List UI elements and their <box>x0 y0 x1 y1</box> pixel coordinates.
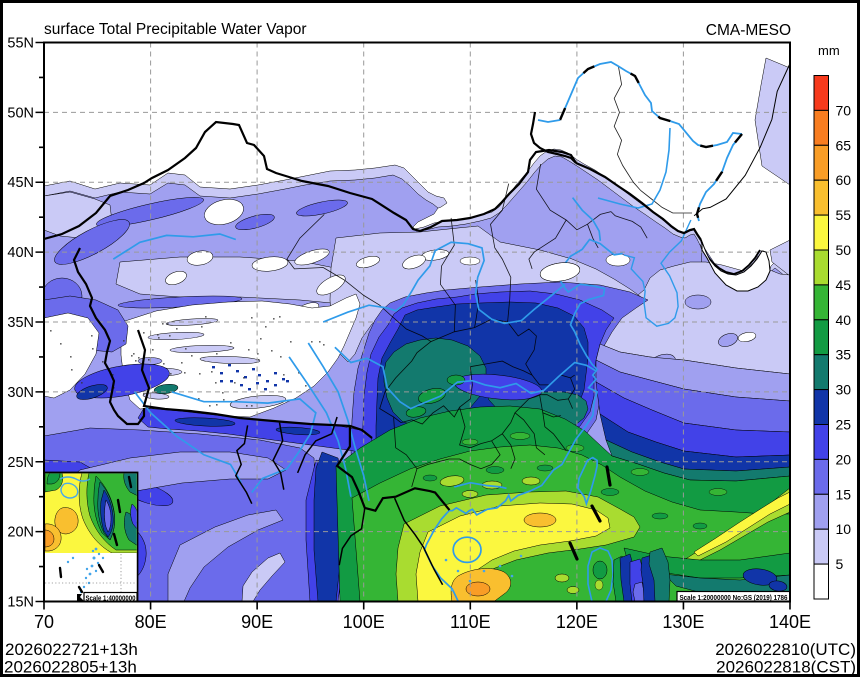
svg-text:50: 50 <box>836 242 852 258</box>
svg-text:2026022805+13h: 2026022805+13h <box>4 658 137 677</box>
svg-text:10: 10 <box>836 521 852 537</box>
svg-text:2026022721+13h: 2026022721+13h <box>5 640 138 659</box>
svg-text:15: 15 <box>836 486 852 502</box>
svg-text:surface Total Precipitable Wat: surface Total Precipitable Water Vapor <box>44 21 306 38</box>
svg-text:40N: 40N <box>7 245 34 261</box>
svg-text:35: 35 <box>836 347 852 363</box>
svg-text:50N: 50N <box>7 105 34 121</box>
svg-text:5: 5 <box>836 556 844 572</box>
svg-text:60: 60 <box>836 172 852 188</box>
svg-text:55: 55 <box>836 207 852 223</box>
svg-text:40: 40 <box>836 312 852 328</box>
svg-text:90E: 90E <box>241 612 273 632</box>
svg-text:70: 70 <box>34 612 54 632</box>
svg-text:25N: 25N <box>7 455 34 471</box>
svg-text:Scale 1:40000000: Scale 1:40000000 <box>86 594 136 603</box>
svg-text:65: 65 <box>836 137 852 153</box>
svg-text:30: 30 <box>836 382 852 398</box>
svg-text:45: 45 <box>836 277 852 293</box>
svg-text:2026022810(UTC): 2026022810(UTC) <box>715 640 856 659</box>
svg-text:100E: 100E <box>343 612 385 632</box>
svg-text:130E: 130E <box>662 612 704 632</box>
svg-text:mm: mm <box>818 43 840 58</box>
svg-text:70: 70 <box>836 102 852 118</box>
svg-text:Scale 1:20000000 No:GS (2019): Scale 1:20000000 No:GS (2019) 1786 <box>680 593 788 602</box>
svg-text:20N: 20N <box>7 525 34 541</box>
svg-text:CMA-MESO: CMA-MESO <box>706 22 791 39</box>
svg-text:120E: 120E <box>556 612 598 632</box>
svg-text:30N: 30N <box>7 385 34 401</box>
svg-text:25: 25 <box>836 417 852 433</box>
svg-text:35N: 35N <box>7 315 34 331</box>
svg-text:2026022818(CST): 2026022818(CST) <box>716 658 856 677</box>
svg-text:110E: 110E <box>450 612 491 632</box>
svg-text:140E: 140E <box>769 612 811 632</box>
svg-text:55N: 55N <box>7 36 34 52</box>
svg-text:15N: 15N <box>7 595 34 611</box>
svg-text:80E: 80E <box>135 612 167 632</box>
svg-text:45N: 45N <box>7 175 34 191</box>
svg-text:20: 20 <box>836 451 852 467</box>
